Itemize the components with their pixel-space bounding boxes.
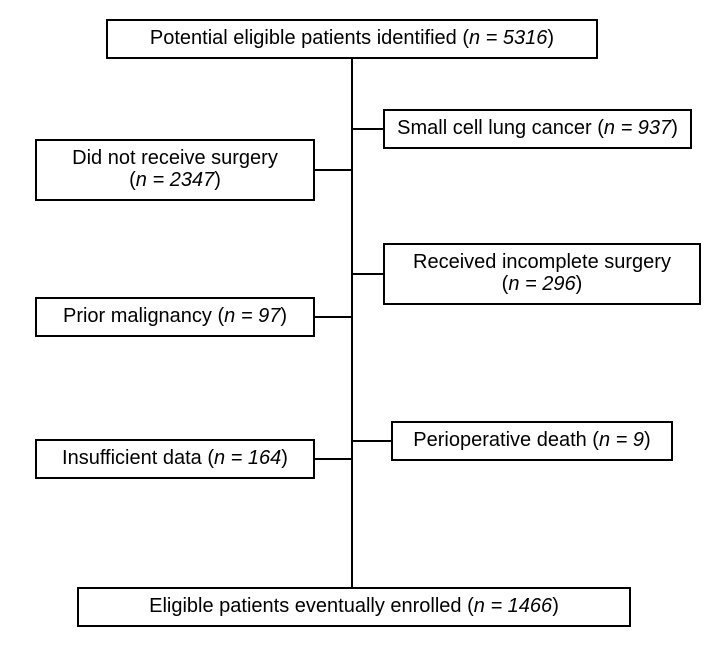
flow-node-label: Prior malignancy (n = 97): [63, 305, 287, 327]
flow-node-label: Perioperative death (n = 9): [413, 429, 650, 451]
flow-node-label: (n = 2347): [129, 169, 221, 191]
flow-node-label: (n = 296): [502, 273, 583, 295]
flow-node-label: Small cell lung cancer (n = 937): [397, 117, 678, 139]
flow-node-label: Potential eligible patients identified (…: [150, 27, 554, 49]
flow-node-label: Insufficient data (n = 164): [62, 447, 288, 469]
flow-node-label: Eligible patients eventually enrolled (n…: [149, 595, 559, 617]
flow-node-label: Did not receive surgery: [72, 147, 278, 169]
flow-node-label: Received incomplete surgery: [413, 251, 671, 273]
